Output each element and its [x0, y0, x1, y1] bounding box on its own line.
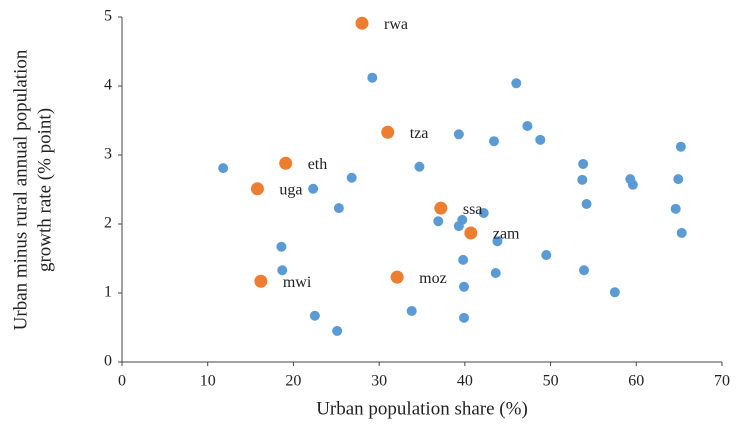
point [676, 227, 687, 238]
point [535, 134, 546, 145]
point [254, 274, 268, 288]
point [355, 16, 369, 30]
point-label: rwa [384, 16, 408, 33]
point [250, 182, 264, 196]
point [367, 72, 378, 83]
point [277, 265, 288, 276]
point [434, 201, 448, 215]
y-axis-title-line: growth rate (% point) [34, 108, 55, 272]
point [581, 198, 592, 209]
x-tick-label: 30 [371, 373, 387, 390]
point-label: tza [410, 125, 429, 142]
point-label: moz [419, 270, 447, 287]
y-tick-label: 3 [104, 146, 112, 163]
point-label: uga [279, 181, 302, 198]
point [541, 250, 552, 261]
point [453, 129, 464, 140]
point [458, 254, 469, 265]
x-tick-label: 70 [714, 373, 730, 390]
point [414, 161, 425, 172]
point [308, 183, 319, 194]
point [578, 158, 589, 169]
point [453, 221, 464, 232]
point [489, 136, 499, 147]
point [478, 207, 489, 218]
point [627, 179, 638, 190]
point [490, 267, 501, 278]
x-tick-label: 0 [118, 373, 126, 390]
point [309, 310, 320, 321]
point [675, 141, 686, 152]
y-tick-label: 5 [104, 8, 112, 25]
y-axis-title-line: Urban minus rural annual population [10, 49, 31, 330]
point [673, 174, 684, 185]
point [346, 172, 357, 183]
point [406, 305, 417, 316]
point [522, 121, 533, 132]
point-label: eth [308, 156, 328, 173]
point [332, 325, 343, 336]
point [276, 241, 287, 252]
point [492, 236, 503, 247]
point [670, 203, 681, 214]
y-tick-label: 4 [104, 77, 112, 94]
point [609, 287, 620, 298]
x-tick-label: 20 [285, 373, 301, 390]
point [511, 78, 522, 89]
point [218, 163, 229, 174]
point [464, 226, 478, 240]
point [579, 265, 589, 276]
y-tick-label: 2 [104, 215, 112, 232]
y-tick-label: 1 [104, 284, 112, 301]
x-tick-label: 60 [628, 373, 644, 390]
point [279, 156, 293, 170]
y-axis-title: Urban minus rural annual population grow… [10, 49, 55, 330]
point-label: zam [493, 226, 520, 243]
y-tick-label: 0 [104, 353, 112, 370]
point-label: mwi [283, 274, 312, 291]
x-tick-label: 10 [200, 373, 216, 390]
x-tick-label: 40 [457, 373, 473, 390]
point [333, 203, 344, 214]
point [381, 125, 395, 139]
point [433, 216, 444, 227]
x-tick-label: 50 [543, 373, 559, 390]
point [459, 281, 469, 292]
x-axis-title: Urban population share (%) [316, 398, 528, 419]
point [390, 270, 404, 284]
point-label: ssa [463, 201, 483, 218]
point [459, 312, 469, 323]
point [577, 174, 588, 185]
